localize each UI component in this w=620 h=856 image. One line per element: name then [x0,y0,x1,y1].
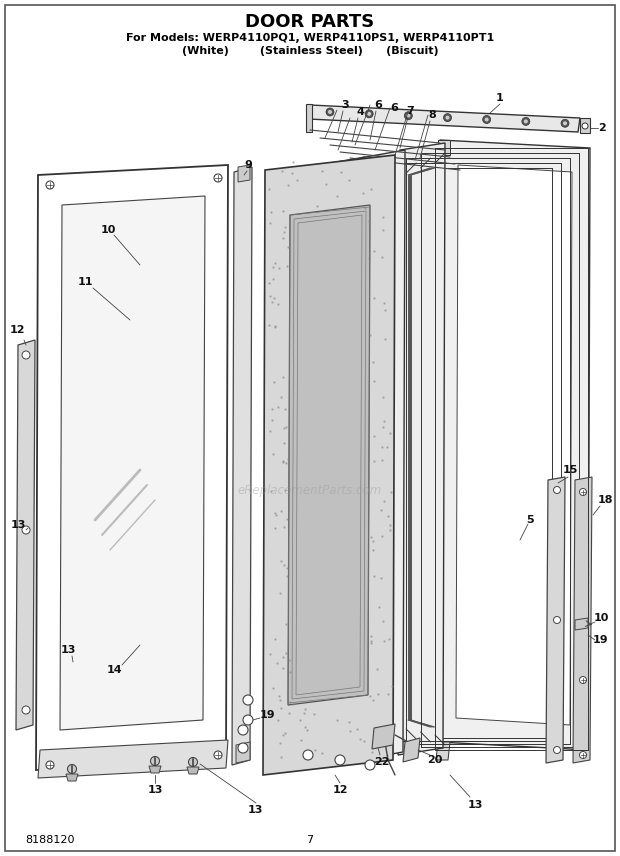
Polygon shape [232,167,252,765]
Text: 13: 13 [60,645,76,655]
Polygon shape [306,104,312,132]
Polygon shape [36,165,228,770]
Polygon shape [398,143,445,755]
Circle shape [446,116,450,120]
Polygon shape [16,340,35,730]
Circle shape [365,760,375,770]
Polygon shape [575,618,588,630]
Text: 13: 13 [247,805,263,815]
Text: 7: 7 [306,835,314,845]
Circle shape [524,119,528,123]
Polygon shape [580,118,590,133]
Text: 15: 15 [562,465,578,475]
Polygon shape [456,165,572,725]
Circle shape [561,119,569,128]
Polygon shape [66,774,78,781]
Text: 6: 6 [390,103,398,113]
Text: 2: 2 [598,123,606,133]
Polygon shape [438,140,590,750]
Text: 11: 11 [78,277,93,287]
Polygon shape [187,767,199,774]
Polygon shape [318,157,365,766]
Polygon shape [38,740,228,778]
Text: 19: 19 [593,635,609,645]
Text: 14: 14 [107,665,123,675]
Circle shape [482,116,490,123]
Circle shape [554,616,560,623]
Text: (White)        (Stainless Steel)      (Biscuit): (White) (Stainless Steel) (Biscuit) [182,46,438,56]
Polygon shape [403,738,420,762]
Circle shape [243,695,253,705]
Circle shape [522,117,530,125]
Polygon shape [288,205,370,705]
Polygon shape [358,150,405,760]
Circle shape [580,489,587,496]
Circle shape [582,123,588,129]
Circle shape [151,757,159,765]
Polygon shape [546,477,565,763]
Text: 8188120: 8188120 [25,835,74,845]
Circle shape [443,114,451,122]
Polygon shape [436,742,450,760]
Text: For Models: WERP4110PQ1, WERP4110PS1, WERP4110PT1: For Models: WERP4110PQ1, WERP4110PS1, WE… [126,33,494,43]
Polygon shape [60,196,205,730]
Circle shape [563,122,567,125]
Circle shape [46,761,54,769]
Text: DOOR PARTS: DOOR PARTS [246,13,374,31]
Polygon shape [236,742,250,763]
Circle shape [68,764,76,774]
Text: 9: 9 [244,160,252,170]
Text: 8: 8 [428,110,436,120]
Polygon shape [372,724,395,749]
Circle shape [243,715,253,725]
Circle shape [580,676,587,683]
Circle shape [214,174,222,182]
Text: 22: 22 [374,757,390,767]
Circle shape [365,110,373,118]
Text: 1: 1 [496,93,504,103]
Text: 10: 10 [100,225,116,235]
Circle shape [238,743,248,753]
Circle shape [22,706,30,714]
Text: 4: 4 [356,107,364,117]
Text: 6: 6 [374,100,382,110]
Text: 12: 12 [332,785,348,795]
Circle shape [485,117,489,122]
Circle shape [406,114,410,118]
Circle shape [335,755,345,765]
Circle shape [554,746,560,753]
Text: 20: 20 [427,755,443,765]
Text: 18: 18 [597,495,613,505]
Circle shape [328,110,332,114]
Text: 13: 13 [467,800,483,810]
Text: 10: 10 [593,613,609,623]
Circle shape [238,725,248,735]
Text: eReplacementParts.com: eReplacementParts.com [238,484,382,496]
Circle shape [580,752,587,758]
Text: 19: 19 [260,710,276,720]
Circle shape [46,181,54,189]
Polygon shape [263,155,395,775]
Polygon shape [573,477,592,763]
Text: 5: 5 [526,515,534,525]
Circle shape [22,526,30,534]
Text: 13: 13 [148,785,162,795]
Polygon shape [308,105,580,132]
Circle shape [326,108,334,116]
Text: 12: 12 [10,325,25,335]
Polygon shape [238,165,250,182]
Circle shape [404,112,412,120]
Circle shape [214,751,222,759]
Text: 7: 7 [406,106,414,116]
Circle shape [367,112,371,116]
Circle shape [22,351,30,359]
Polygon shape [149,766,161,773]
Circle shape [188,758,198,766]
Text: 3: 3 [341,100,349,110]
Text: 13: 13 [11,520,27,530]
Circle shape [554,486,560,494]
Polygon shape [438,140,450,155]
Circle shape [303,750,313,760]
